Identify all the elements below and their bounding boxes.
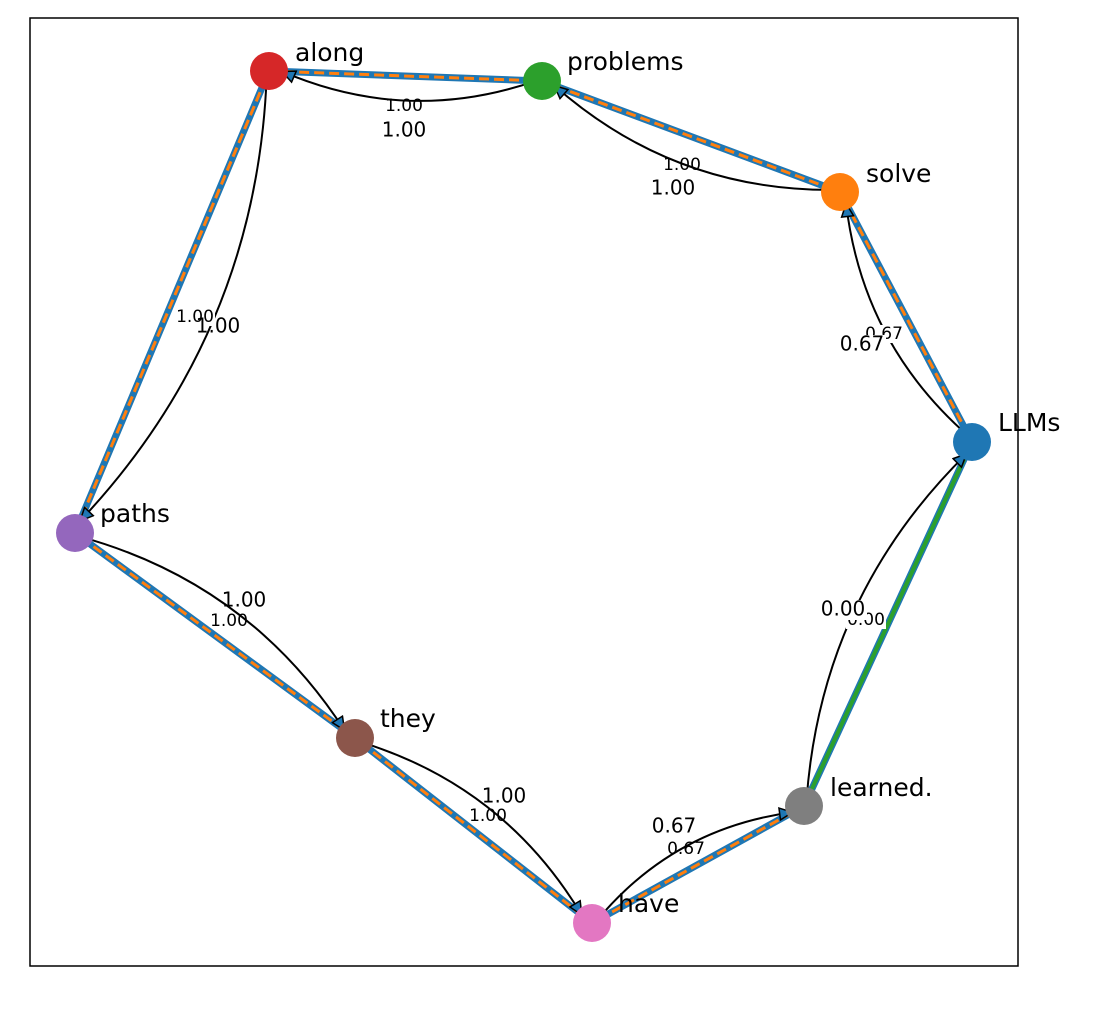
highlight-dash-have-learned xyxy=(598,808,798,921)
edge-arrow-have-learned xyxy=(596,812,792,921)
nodes-layer xyxy=(56,52,991,942)
edge-weight-small-problems-along: 1.00 xyxy=(385,96,423,116)
node-llms xyxy=(953,423,991,461)
node-label-learned: learned. xyxy=(830,773,933,802)
node-label-along: along xyxy=(295,38,364,67)
node-label-solve: solve xyxy=(866,159,931,188)
node-solve xyxy=(821,173,859,211)
highlight-dash-along-paths xyxy=(76,77,268,527)
edge-weight-large-paths-they: 1.00 xyxy=(222,588,267,612)
edge-arrow-they-have xyxy=(359,740,582,915)
plot-frame xyxy=(29,17,1019,967)
highlight-dash-solve-problems xyxy=(548,82,834,191)
node-problems xyxy=(523,62,561,100)
edge-weight-large-have-learned: 0.67 xyxy=(652,814,697,838)
node-they xyxy=(336,719,374,757)
node-labels-layer: LLMs solve problems along paths they have learn… xyxy=(100,38,1060,918)
node-have xyxy=(573,904,611,942)
edge-arrow-solve-problems xyxy=(554,86,835,191)
highlight-dash-paths-they xyxy=(80,536,350,735)
node-label-have: have xyxy=(618,889,679,918)
node-label-they: they xyxy=(380,704,436,733)
node-label-problems: problems xyxy=(567,47,683,76)
node-label-llms: LLMs xyxy=(998,408,1060,437)
edge-weight-large-along-paths: 1.00 xyxy=(196,314,241,338)
highlight-dash-they-have xyxy=(360,741,587,920)
edge-weight-large-solve-problems: 1.00 xyxy=(651,176,696,200)
edge-weight-large-learned-llms: 0.00 xyxy=(821,597,866,621)
edge-labels-layer: 0.670.671.001.001.001.001.001.001.001.00… xyxy=(175,96,904,859)
edge-weight-bg-large-learned-llms xyxy=(819,600,867,620)
highlight-dash-problems-along xyxy=(276,69,535,83)
highlight-bands xyxy=(74,67,973,923)
edge-weight-small-have-learned: 0.67 xyxy=(667,839,705,859)
node-paths xyxy=(56,514,94,552)
edge-weight-large-problems-along: 1.00 xyxy=(382,118,427,142)
edge-arrow-problems-along xyxy=(282,71,537,102)
highlight-dash-learned-llms xyxy=(805,448,971,800)
node-label-paths: paths xyxy=(100,499,170,528)
edge-weight-small-solve-problems: 1.00 xyxy=(663,155,701,175)
edge-weight-small-they-have: 1.00 xyxy=(469,806,507,826)
edge-weight-large-llms-solve: 0.67 xyxy=(840,332,885,356)
node-learned xyxy=(785,787,823,825)
edge-weight-small-paths-they: 1.00 xyxy=(210,611,248,631)
edge-weight-bg-large-llms-solve xyxy=(838,335,886,355)
edge-weight-small-along-paths: 1.00 xyxy=(176,307,214,327)
edge-weight-large-they-have: 1.00 xyxy=(482,784,527,808)
node-along xyxy=(250,52,288,90)
highlight-band-llms-solve xyxy=(840,195,972,439)
edge-weight-bg-small-along-paths xyxy=(175,308,215,326)
edge-arrow-paths-they xyxy=(79,535,345,731)
